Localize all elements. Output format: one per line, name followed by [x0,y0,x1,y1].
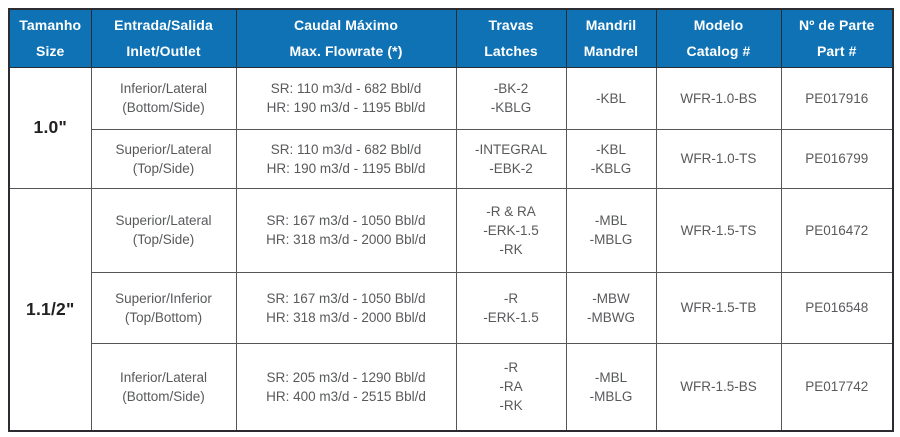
header-mandrel-es: Mandril [585,17,637,34]
part-cell: PE016472 [780,187,894,273]
table-row: Inferior/Lateral (Bottom/Side) SR: 205 m… [9,342,894,432]
header-latches-en: Latches [484,43,538,60]
flowrate-cell: SR: 110 m3/d - 682 Bbl/d HR: 190 m3/d - … [235,128,457,189]
catalog-cell: WFR-1.5-TS [655,187,782,273]
part-cell: PE016548 [780,271,894,344]
catalog-cell: WFR-1.5-BS [655,342,782,432]
header-part: Nº de Parte Part # [780,8,894,68]
header-part-es: Nº de Parte [799,17,875,34]
header-inlet-outlet-en: Inlet/Outlet [126,43,201,60]
latches-cell: -R & RA -ERK-1.5 -RK [455,187,567,273]
inlet-outlet-cell: Superior/Inferior (Top/Bottom) [90,271,237,344]
latches-cell: -BK-2 -KBLG [455,66,567,130]
catalog-cell: WFR-1.5-TB [655,271,782,344]
product-spec-table: Tamanho Size Entrada/Salida Inlet/Outlet… [8,8,894,432]
flowrate-cell: SR: 110 m3/d - 682 Bbl/d HR: 190 m3/d - … [235,66,457,130]
header-flowrate-en: Max. Flowrate (*) [289,43,403,60]
flowrate-cell: SR: 167 m3/d - 1050 Bbl/d HR: 318 m3/d -… [235,271,457,344]
catalog-cell: WFR-1.0-TS [655,128,782,189]
header-row: Tamanho Size Entrada/Salida Inlet/Outlet… [8,8,894,68]
header-mandrel: Mandril Mandrel [565,8,657,68]
header-size: Tamanho Size [8,8,92,68]
mandrel-cell: -MBL -MBLG [565,342,657,432]
catalog-cell: WFR-1.0-BS [655,66,782,130]
mandrel-cell: -KBL -KBLG [565,128,657,189]
inlet-outlet-cell: Inferior/Lateral (Bottom/Side) [90,66,237,130]
latches-cell: -INTEGRAL -EBK-2 [455,128,567,189]
part-cell: PE016799 [780,128,894,189]
size-cell: 1.0" [8,66,92,189]
mandrel-cell: -MBL -MBLG [565,187,657,273]
latches-cell: -R -RA -RK [455,342,567,432]
part-cell: PE017742 [780,342,894,432]
inlet-outlet-cell: Superior/Lateral (Top/Side) [90,128,237,189]
header-flowrate: Caudal Máximo Max. Flowrate (*) [235,8,457,68]
table-row: 1.0" Inferior/Lateral (Bottom/Side) SR: … [8,66,894,189]
mandrel-cell: -MBW -MBWG [565,271,657,344]
table-row: 1.1/2" Superior/Lateral (Top/Side) SR: 1… [8,187,894,432]
header-part-en: Part # [816,43,857,60]
flowrate-cell: SR: 205 m3/d - 1290 Bbl/d HR: 400 m3/d -… [235,342,457,432]
header-flowrate-es: Caudal Máximo [294,17,398,34]
latches-cell: -R -ERK-1.5 [455,271,567,344]
header-inlet-outlet: Entrada/Salida Inlet/Outlet [90,8,237,68]
header-inlet-outlet-es: Entrada/Salida [114,17,213,34]
size-cell: 1.1/2" [8,187,92,432]
flowrate-cell: SR: 167 m3/d - 1050 Bbl/d HR: 318 m3/d -… [235,187,457,273]
table-row: Superior/Inferior (Top/Bottom) SR: 167 m… [9,271,894,344]
header-size-en: Size [36,43,65,60]
inlet-outlet-cell: Superior/Lateral (Top/Side) [90,187,237,273]
part-cell: PE017916 [780,66,894,130]
inlet-outlet-cell: Inferior/Lateral (Bottom/Side) [90,342,237,432]
header-mandrel-en: Mandrel [583,43,639,60]
table-row: Superior/Lateral (Top/Side) SR: 110 m3/d… [9,128,894,189]
header-latches: Travas Latches [455,8,567,68]
header-catalog-en: Catalog # [686,43,751,60]
mandrel-cell: -KBL [565,66,657,130]
header-catalog-es: Modelo [693,17,744,34]
header-size-es: Tamanho [19,17,82,34]
header-catalog: Modelo Catalog # [655,8,782,68]
header-latches-es: Travas [488,17,534,34]
